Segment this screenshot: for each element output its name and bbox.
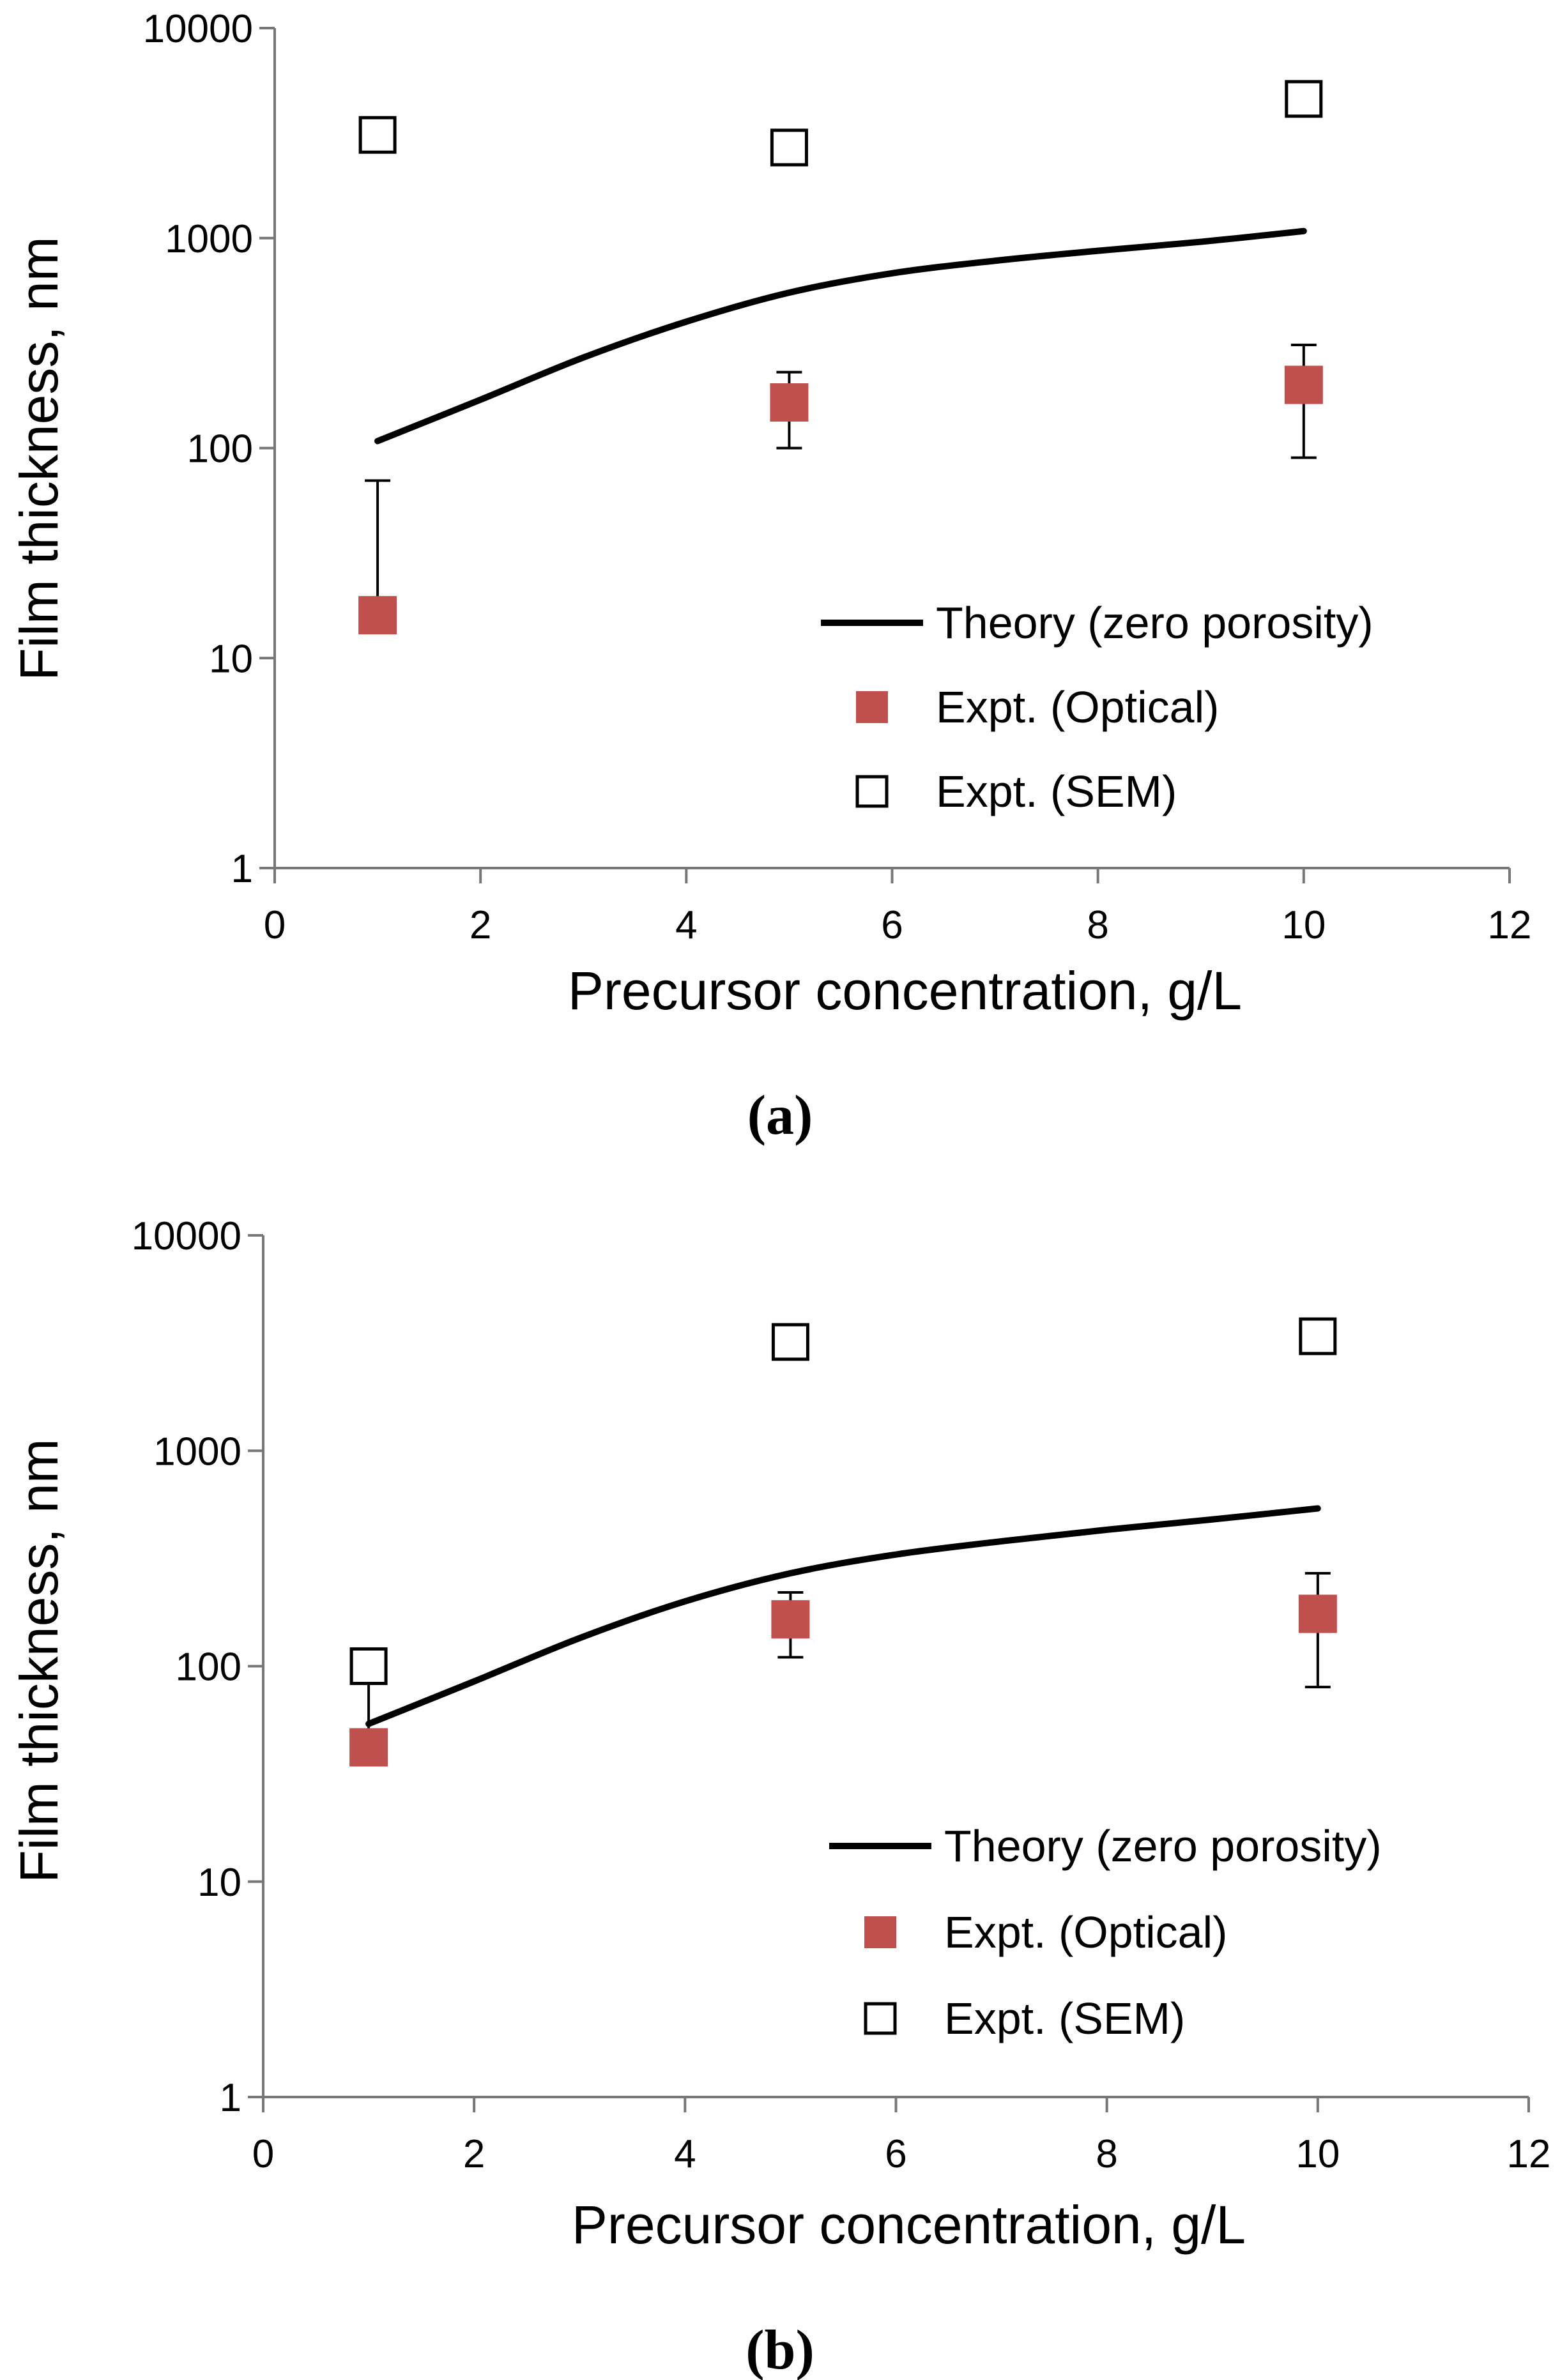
x-tick-label: 2	[463, 2132, 485, 2176]
optical-marker	[1284, 365, 1323, 404]
x-axis-label: Precursor concentration, g/L	[568, 961, 1242, 1021]
theory-line	[374, 227, 1307, 445]
x-tick-label: 0	[264, 903, 286, 947]
y-tick-label: 10000	[132, 1214, 241, 1258]
legend: Theory (zero porosity) Expt. (Optical) Exp…	[821, 598, 1373, 816]
legend-sem-label: Expt. (SEM)	[944, 1994, 1185, 2043]
legend-theory-label: Theory (zero porosity)	[944, 1821, 1382, 1871]
sem-marker	[771, 1323, 809, 1361]
chart-panel-a: 1 10 100 1000 10000 0 2 4 6 8 10 12 Precursor concen…	[9, 7, 1531, 1147]
x-tick-label: 4	[675, 903, 697, 947]
y-axis-label: Film thickness, nm	[9, 1438, 69, 1882]
y-tick-label: 1	[220, 2076, 241, 2120]
panel-caption: (b)	[746, 2319, 814, 2380]
legend-sem-label: Expt. (SEM)	[936, 767, 1177, 816]
y-tick-label: 1000	[165, 217, 253, 261]
x-tick-label: 0	[252, 2132, 274, 2176]
optical-marker	[1298, 1594, 1337, 1633]
x-tick-label: 4	[674, 2132, 696, 2176]
sem-marker	[1299, 1317, 1337, 1355]
legend-optical-label: Expt. (Optical)	[944, 1907, 1227, 1957]
optical-marker	[349, 1728, 388, 1767]
y-tick-label: 100	[176, 1645, 241, 1690]
y-axis-label: Film thickness, nm	[9, 236, 69, 680]
x-tick-label: 12	[1507, 2132, 1551, 2176]
sem-marker	[358, 116, 397, 154]
x-tick-label: 8	[1087, 903, 1108, 947]
y-tick-label: 1000	[153, 1430, 241, 1474]
optical-marker	[771, 1600, 810, 1639]
y-tick-label: 100	[187, 427, 253, 471]
legend-optical-swatch	[864, 1916, 896, 1948]
x-tick-label: 8	[1096, 2132, 1117, 2176]
y-tick-label: 10000	[143, 7, 253, 51]
sem-marker	[349, 1647, 388, 1685]
x-tick-label: 2	[470, 903, 491, 947]
optical-marker	[770, 383, 809, 422]
x-tick-label: 6	[881, 903, 903, 947]
x-tick-label: 6	[885, 2132, 906, 2176]
legend: Theory (zero porosity) Expt. (Optical) Exp…	[829, 1821, 1382, 2043]
sem-marker	[1285, 80, 1323, 118]
legend-sem-swatch	[855, 775, 889, 808]
sem-marker	[770, 128, 808, 167]
x-tick-label: 12	[1488, 903, 1532, 947]
legend-optical-label: Expt. (Optical)	[936, 682, 1219, 732]
optical-marker	[358, 596, 397, 635]
y-tick-label: 1	[231, 847, 253, 891]
legend-theory-label: Theory (zero porosity)	[936, 598, 1373, 648]
x-tick-label: 10	[1281, 903, 1326, 947]
x-tick-label: 10	[1296, 2132, 1340, 2176]
chart-panel-b: 1 10 100 1000 10000 0 2 4 6 8 10 12 Precursor concen…	[9, 1214, 1550, 2380]
panel-caption: (a)	[747, 1085, 813, 1147]
x-axis-label: Precursor concentration, g/L	[572, 2195, 1246, 2255]
legend-sem-swatch	[864, 2002, 897, 2035]
y-tick-label: 10	[197, 1861, 241, 1905]
y-tick-label: 10	[209, 637, 253, 681]
legend-optical-swatch	[856, 691, 888, 723]
theory-line	[365, 1505, 1321, 1727]
